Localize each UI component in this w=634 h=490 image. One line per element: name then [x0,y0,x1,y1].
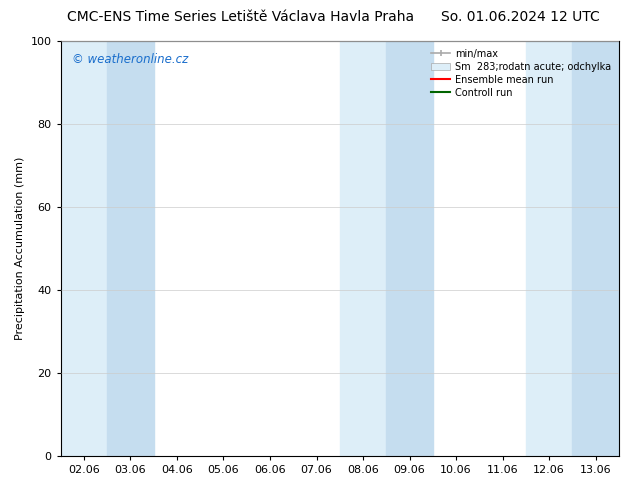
Text: CMC-ENS Time Series Letiště Václava Havla Praha: CMC-ENS Time Series Letiště Václava Havl… [67,10,415,24]
Text: So. 01.06.2024 12 UTC: So. 01.06.2024 12 UTC [441,10,599,24]
Bar [386,41,433,456]
Text: © weatheronline.cz: © weatheronline.cz [72,53,188,67]
Bar [526,41,573,456]
Bar [107,41,153,456]
Y-axis label: Precipitation Accumulation (mm): Precipitation Accumulation (mm) [15,157,25,340]
Bar [573,41,619,456]
Bar [340,41,386,456]
Legend: min/max, Sm  283;rodatn acute; odchylka, Ensemble mean run, Controll run: min/max, Sm 283;rodatn acute; odchylka, … [428,46,614,100]
Bar [61,41,107,456]
